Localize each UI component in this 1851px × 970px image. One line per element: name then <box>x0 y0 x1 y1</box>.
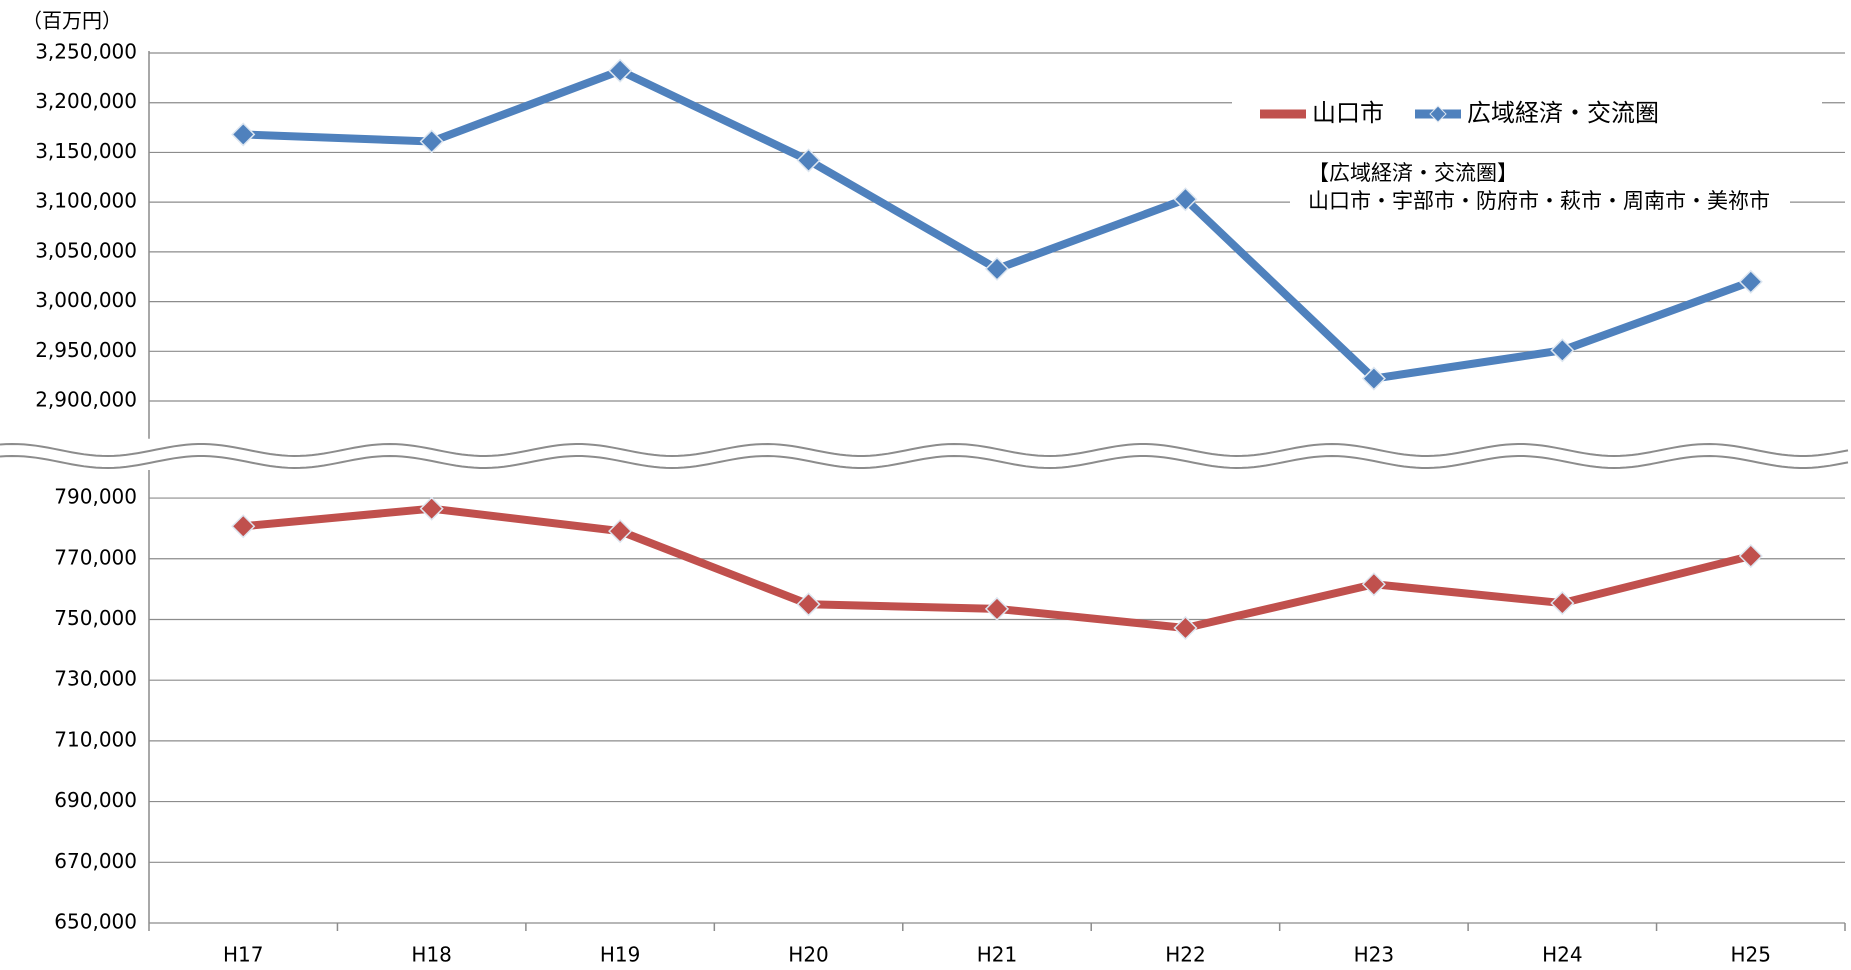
x-tick-label: H17 <box>223 943 264 967</box>
y-tick-label: 3,050,000 <box>35 238 137 262</box>
x-tick-label: H23 <box>1354 943 1395 967</box>
y-tick-label: 670,000 <box>54 849 137 873</box>
note-bg <box>1290 158 1790 220</box>
y-tick-label: 690,000 <box>54 788 137 812</box>
y-tick-label: 730,000 <box>54 667 137 691</box>
x-tick-label: H19 <box>600 943 641 967</box>
marker <box>796 592 821 617</box>
y-tick-label: 3,000,000 <box>35 288 137 312</box>
y-tick-label: 3,100,000 <box>35 189 137 213</box>
marker <box>1361 572 1386 597</box>
y-tick-label: 3,150,000 <box>35 139 137 163</box>
marker <box>419 129 444 154</box>
marker <box>1550 338 1575 363</box>
y-tick-label: 770,000 <box>54 545 137 569</box>
x-tick-label: H20 <box>788 943 829 967</box>
legend-bg <box>1232 88 1822 138</box>
legend-marker <box>1429 105 1447 123</box>
marker <box>608 58 633 83</box>
x-tick-label: H18 <box>411 943 452 967</box>
y-tick-label: 2,950,000 <box>35 338 137 362</box>
marker <box>796 148 821 173</box>
marker <box>984 596 1010 621</box>
marker <box>231 514 256 539</box>
x-tick-label: H22 <box>1165 943 1206 967</box>
marker <box>1550 591 1575 616</box>
axis-break <box>0 454 1849 470</box>
legend-label: 山口市 <box>1312 99 1384 127</box>
marker <box>1738 543 1763 569</box>
x-tick-label: H25 <box>1731 943 1772 967</box>
marker <box>984 256 1010 281</box>
axis-break <box>0 442 1849 458</box>
marker <box>608 519 633 544</box>
annotation: 山口市・宇部市・防府市・萩市・周南市・美祢市 <box>1308 189 1770 213</box>
y-tick-label: 750,000 <box>54 606 137 630</box>
marker <box>1173 187 1198 212</box>
y-tick-label: 710,000 <box>54 727 137 751</box>
y-tick-label: 3,200,000 <box>35 89 137 113</box>
x-tick-label: H24 <box>1542 943 1583 967</box>
axis-break-fill <box>0 444 1851 468</box>
marker <box>419 496 444 521</box>
marker <box>1738 269 1763 294</box>
marker <box>231 122 256 147</box>
legend-label: 広域経済・交流圏 <box>1467 99 1659 127</box>
marker <box>1173 615 1198 641</box>
annotation: 【広域経済・交流圏】 <box>1308 161 1518 185</box>
y-tick-label: 2,900,000 <box>35 388 137 412</box>
unit-label: （百万円） <box>22 9 122 33</box>
marker <box>1361 366 1386 391</box>
x-tick-label: H21 <box>977 943 1018 967</box>
y-tick-label: 790,000 <box>54 485 137 509</box>
y-tick-label: 3,250,000 <box>35 40 137 64</box>
y-tick-label: 650,000 <box>54 910 137 934</box>
